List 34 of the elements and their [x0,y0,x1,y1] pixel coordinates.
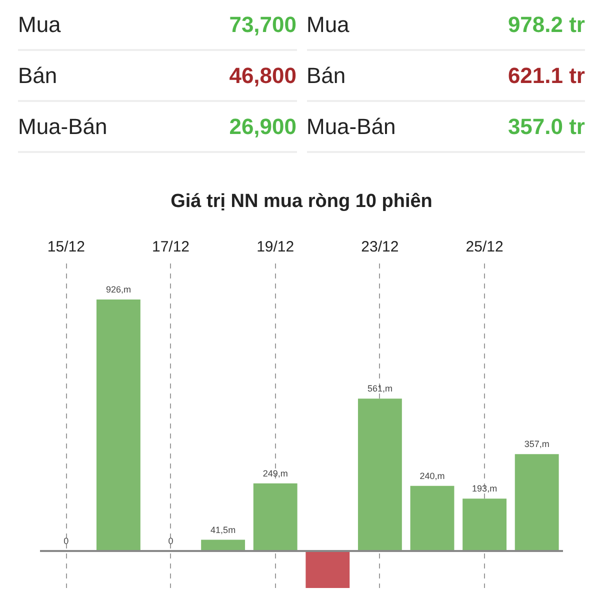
text: 621.1 tr [508,62,585,88]
chart-title: Giá trị NN mua ròng 10 phiên [170,191,432,212]
bar [462,498,507,552]
data-label: 249,m [262,468,288,478]
data-label: 0 [168,536,174,546]
text: 46,800 [229,62,296,88]
data-label: 357,m [524,439,550,450]
text: Bán [306,62,346,88]
text: Mua [18,12,61,38]
data-label: 926,m [106,284,131,295]
text: Mua [306,12,350,38]
x-tick-label: 15/12 [47,238,85,256]
x-tick-label: 19/12 [256,238,294,256]
text: Bán [18,62,58,88]
data-label: 193,m [472,484,498,494]
text: 73,700 [229,12,296,38]
text: 978.2 tr [508,12,585,38]
text: 357.0 tr [508,114,585,140]
text: Mua-Bán [18,114,108,140]
text: 26,900 [229,114,296,140]
data-label: 0 [64,536,69,546]
bar [410,486,454,552]
bar [253,483,298,552]
data-label: 561,m [367,384,392,394]
text: Mua-Bán [306,114,396,140]
x-tick-label: 23/12 [361,238,399,256]
bar [306,551,350,588]
bar [358,398,402,552]
bar [96,300,140,552]
data-label: 240,m [420,470,445,481]
x-tick-label: 25/12 [466,238,504,256]
x-tick-label: 17/12 [152,238,190,256]
data-label: 41,5m [210,524,236,535]
bar [514,454,559,552]
